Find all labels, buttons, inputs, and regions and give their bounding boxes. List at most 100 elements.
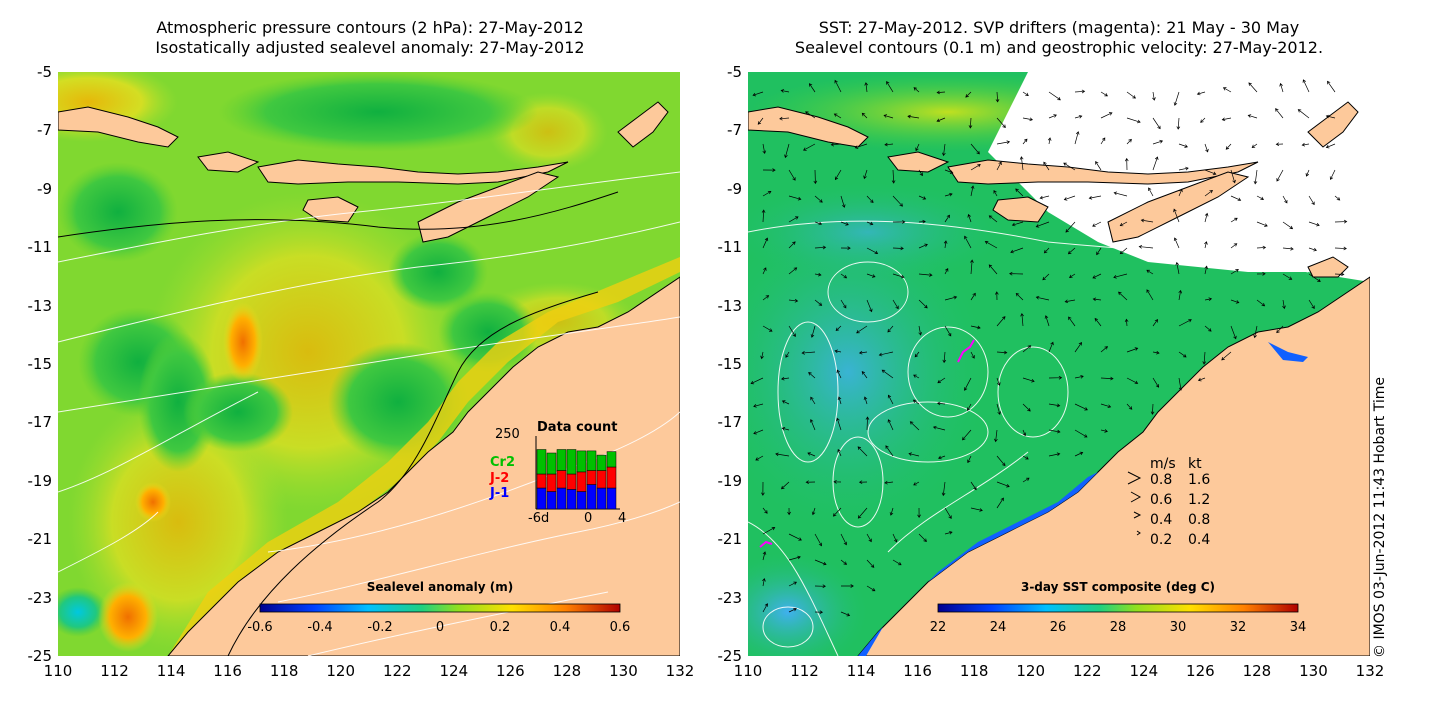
velocity-arrow (1126, 138, 1132, 145)
velocity-arrow (762, 526, 776, 535)
velocity-arrow (788, 267, 798, 275)
velocity-arrow (881, 369, 894, 379)
y-tick-label: -21 (717, 530, 743, 549)
velocity-arrow (892, 299, 899, 310)
colorbar-tick-label: 0.2 (489, 620, 511, 635)
velocity-arrow (964, 235, 972, 249)
colorbar-tick-label: 32 (1229, 620, 1247, 635)
velocity-arrow (762, 603, 768, 613)
velocity-arrow (836, 417, 842, 431)
sealevel-anomaly-map[interactable] (58, 72, 680, 656)
velocity-arrow (1178, 319, 1192, 327)
sst-cool-region (748, 212, 988, 532)
sst-map[interactable] (748, 72, 1370, 656)
geostrophic-velocity-arrows (750, 79, 1348, 617)
velocity-arrow (1230, 217, 1238, 223)
data-count-inset (535, 436, 620, 510)
velocity-arrow (913, 481, 920, 486)
velocity-arrow (840, 221, 849, 226)
velocity-arrow (1152, 377, 1160, 388)
x-tick-label: 122 (382, 662, 412, 680)
velocity-arrow (1279, 82, 1284, 93)
y-tick-label: -13 (717, 296, 743, 315)
velocity-arrow (967, 213, 972, 223)
velocity-arrow (909, 421, 920, 431)
y-tick-label: -17 (27, 413, 53, 432)
velocity-arrow (781, 481, 790, 490)
inset-bar-j2 (536, 473, 547, 489)
velocity-arrow (762, 507, 768, 514)
y-tick-label: -9 (727, 179, 742, 198)
velocity-arrow (914, 351, 920, 358)
velocity-arrow (1175, 261, 1180, 275)
inset-bar-j2 (606, 466, 617, 489)
x-tick-label: 110 (733, 662, 763, 680)
velocity-arrow (1022, 91, 1029, 97)
velocity-arrow (1118, 291, 1128, 301)
y-tick-label: -15 (717, 355, 743, 373)
velocity-arrow (1178, 351, 1187, 358)
velocity-arrow (937, 455, 946, 460)
velocity-arrow (814, 584, 826, 589)
velocity-arrow (944, 268, 949, 275)
velocity-arrow (996, 161, 1002, 171)
velocity-arrow (1282, 195, 1288, 204)
velocity-arrow (1100, 429, 1108, 433)
velocity-arrow (1063, 195, 1076, 201)
velocity-arrow (863, 169, 868, 180)
right-title-line2: Sealevel contours (0.1 m) and geostrophi… (794, 38, 1324, 57)
velocity-arrow (1204, 325, 1212, 332)
x-tick-label: 120 (1016, 662, 1046, 680)
velocity-arrow (944, 214, 950, 223)
velocity-arrow (836, 369, 842, 379)
velocity-arrow (1256, 245, 1267, 250)
velocity-arrow (762, 143, 767, 155)
velocity-arrow (762, 295, 770, 301)
velocity-arrow (752, 91, 764, 97)
x-tick-label: 118 (959, 662, 989, 680)
inset-bar-cr2 (606, 451, 617, 468)
velocity-arrow (1064, 299, 1076, 304)
velocity-arrow (915, 143, 920, 152)
velocity-arrow (788, 325, 796, 338)
velocity-arrow (1011, 221, 1024, 227)
sla-cyan-spot (58, 587, 108, 637)
x-tick-label: 126 (1186, 662, 1215, 680)
inset-bar-j2 (556, 470, 567, 489)
velocity-arrow (1152, 91, 1156, 101)
sst-colorbar (937, 603, 1299, 613)
velocity-arrow (1015, 292, 1024, 301)
velocity-arrow (1092, 221, 1102, 227)
sst-colorbar-title: 3-day SST composite (deg C) (1020, 580, 1216, 594)
velocity-arrow (1022, 345, 1032, 353)
velocity-arrow (805, 480, 816, 485)
velocity-arrow (761, 481, 765, 496)
x-tick-label: 110 (43, 662, 73, 680)
y-tick-label: -23 (717, 588, 743, 607)
velocity-arrow (1119, 221, 1128, 227)
velocity-arrow (941, 143, 946, 157)
velocity-arrow (1124, 318, 1129, 327)
velocity-arrow (1043, 247, 1050, 254)
y-tick-label: -25 (27, 647, 53, 665)
velocity-arrow (878, 351, 894, 357)
velocity-arrow (1230, 169, 1236, 184)
velocity-arrow (1251, 143, 1258, 148)
velocity-arrow (866, 299, 873, 313)
velocity-arrow (918, 195, 927, 200)
velocity-arrow (866, 559, 875, 568)
velocity-arrow (1095, 161, 1102, 171)
velocity-arrow (918, 243, 928, 249)
velocity-arrow (1009, 271, 1024, 276)
velocity-legend-arrows (1127, 471, 1142, 536)
velocity-arrow (814, 559, 827, 566)
velocity-arrow (840, 611, 851, 617)
velocity-arrow (857, 446, 868, 457)
sla-contour (58, 191, 619, 238)
velocity-arrow (1276, 169, 1284, 182)
velocity-arrow (913, 374, 920, 379)
velocity-arrow (970, 185, 975, 197)
velocity-arrow (1022, 403, 1031, 412)
velocity-arrow (762, 190, 772, 197)
pressure-contours (58, 171, 680, 656)
